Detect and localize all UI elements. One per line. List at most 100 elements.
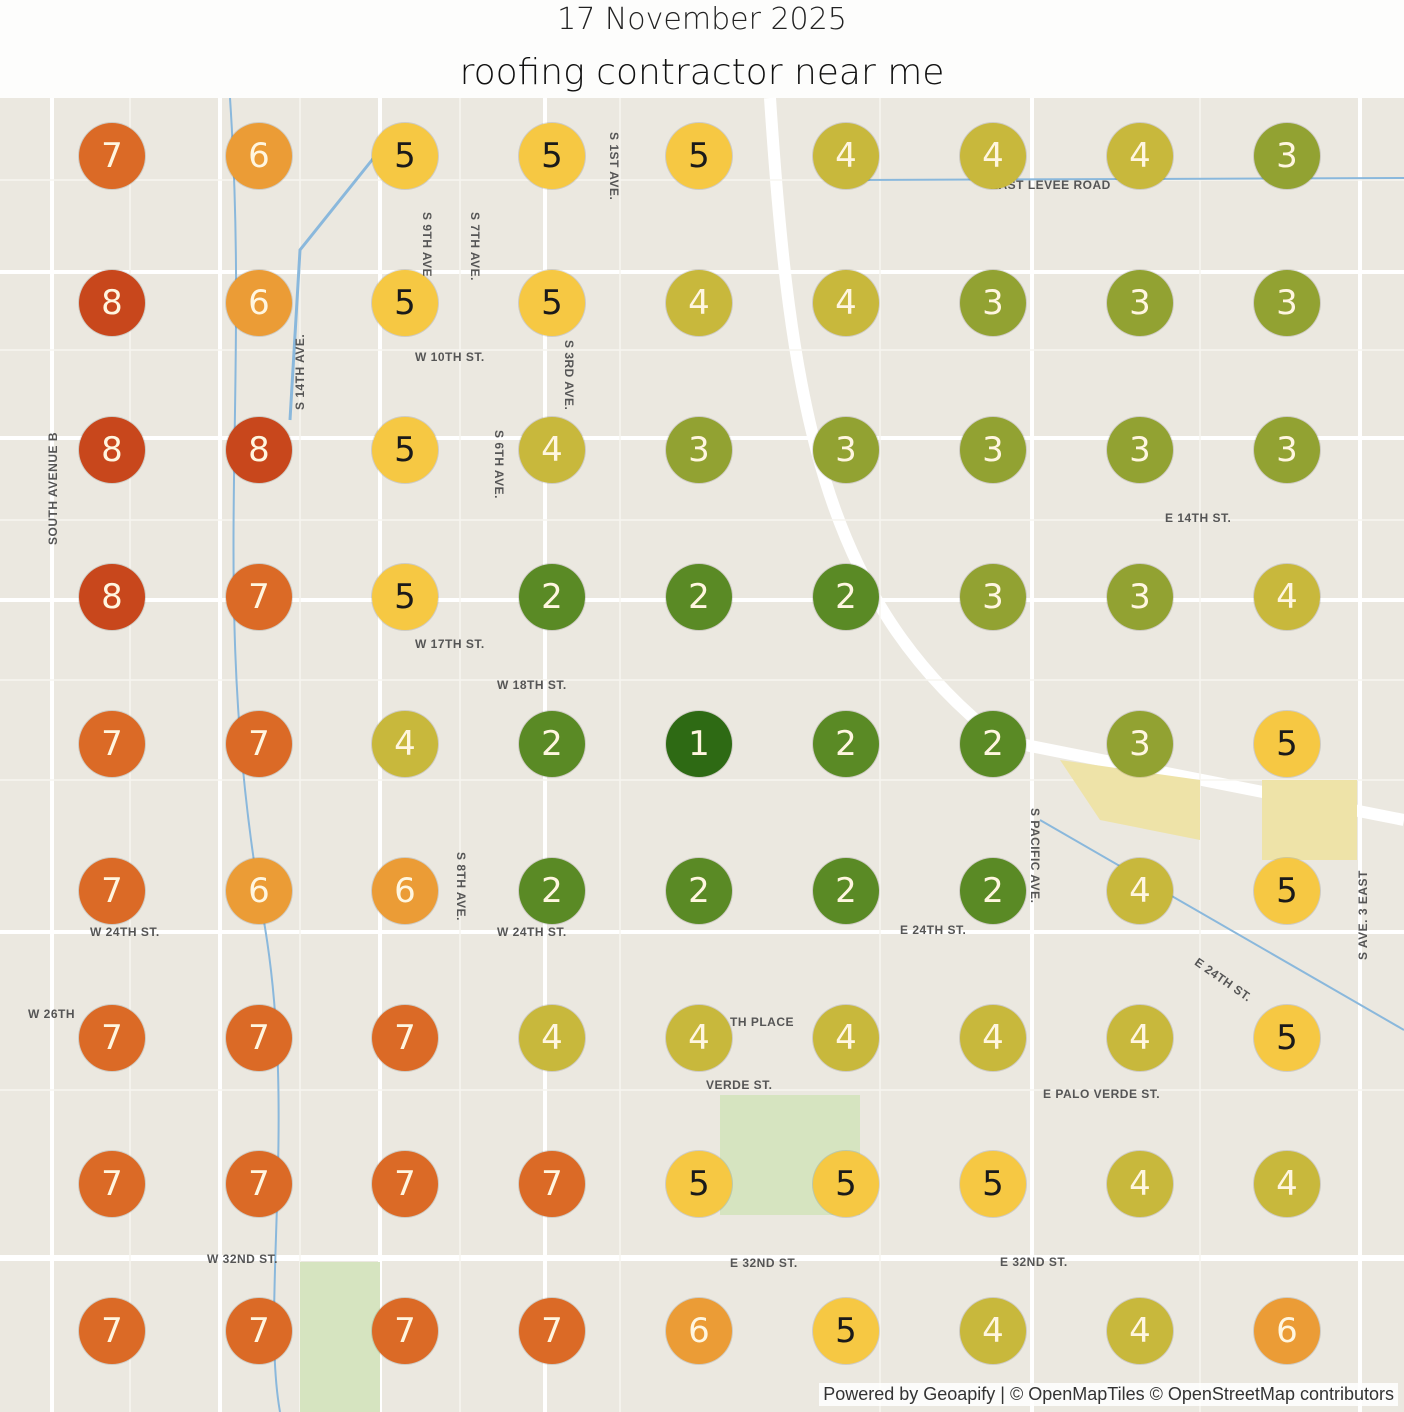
rank-marker[interactable]: 7 [519,1151,585,1217]
rank-marker[interactable]: 6 [226,858,292,924]
rank-marker[interactable]: 4 [1107,1298,1173,1364]
street-label: W 24TH ST. [90,925,160,939]
rank-marker[interactable]: 2 [960,711,1026,777]
street-label: S 1ST AVE. [607,132,621,201]
rank-marker[interactable]: 4 [813,1005,879,1071]
rank-marker[interactable]: 7 [79,1151,145,1217]
rank-marker[interactable]: 4 [666,270,732,336]
rank-marker[interactable]: 2 [666,564,732,630]
rank-marker[interactable]: 5 [519,270,585,336]
street-label: E 14TH ST. [1165,511,1232,525]
rank-marker[interactable]: 2 [519,711,585,777]
rank-marker[interactable]: 4 [372,711,438,777]
rank-marker[interactable]: 5 [372,270,438,336]
street-label: W 26TH [28,1007,76,1021]
rank-marker[interactable]: 5 [372,417,438,483]
street-label: EAST LEVEE ROAD [990,178,1111,192]
rank-marker[interactable]: 6 [226,270,292,336]
rank-marker[interactable]: 5 [372,123,438,189]
rank-marker[interactable]: 7 [226,1151,292,1217]
rank-marker[interactable]: 5 [1254,711,1320,777]
rank-marker[interactable]: 3 [960,564,1026,630]
rank-marker[interactable]: 7 [226,711,292,777]
rank-marker[interactable]: 4 [519,1005,585,1071]
rank-marker[interactable]: 4 [960,1298,1026,1364]
rank-marker[interactable]: 7 [79,1298,145,1364]
rank-marker[interactable]: 8 [79,417,145,483]
rank-marker[interactable]: 2 [519,564,585,630]
rank-marker[interactable]: 7 [519,1298,585,1364]
rank-marker[interactable]: 7 [372,1005,438,1071]
rank-marker[interactable]: 6 [1254,1298,1320,1364]
street-label: W 10TH ST. [415,350,485,364]
rank-marker[interactable]: 3 [813,417,879,483]
rank-marker[interactable]: 4 [666,1005,732,1071]
rank-marker[interactable]: 3 [1107,564,1173,630]
rank-marker[interactable]: 8 [79,564,145,630]
rank-marker[interactable]: 7 [79,711,145,777]
rank-marker[interactable]: 8 [79,270,145,336]
rank-marker[interactable]: 6 [666,1298,732,1364]
street-label: W 18TH ST. [497,678,567,692]
street-label: TH PLACE [730,1015,794,1029]
street-label: E 32ND ST. [730,1256,798,1270]
rank-marker[interactable]: 6 [372,858,438,924]
rank-marker[interactable]: 4 [960,1005,1026,1071]
rank-marker[interactable]: 3 [960,270,1026,336]
rank-marker[interactable]: 3 [1107,711,1173,777]
rank-marker[interactable]: 5 [372,564,438,630]
rank-marker[interactable]: 7 [226,1005,292,1071]
rank-marker[interactable]: 7 [226,1298,292,1364]
rank-marker[interactable]: 5 [519,123,585,189]
rank-marker[interactable]: 8 [226,417,292,483]
street-label: E 24TH ST. [900,923,967,937]
street-label: W 32ND ST. [207,1252,279,1266]
rank-marker[interactable]: 4 [813,270,879,336]
rank-marker[interactable]: 5 [960,1151,1026,1217]
rank-marker[interactable]: 5 [666,123,732,189]
rank-marker[interactable]: 7 [79,858,145,924]
rank-marker[interactable]: 5 [1254,858,1320,924]
rank-marker[interactable]: 4 [1107,1005,1173,1071]
rank-marker[interactable]: 3 [1254,270,1320,336]
rank-marker[interactable]: 7 [79,1005,145,1071]
map-attribution[interactable]: Powered by Geoapify | © OpenMapTiles © O… [819,1383,1398,1406]
rank-marker[interactable]: 7 [79,123,145,189]
rank-marker[interactable]: 4 [960,123,1026,189]
rank-marker[interactable]: 3 [1107,270,1173,336]
rank-marker[interactable]: 2 [813,858,879,924]
rank-marker[interactable]: 1 [666,711,732,777]
street-label: S 6TH AVE. [492,430,506,500]
rank-marker[interactable]: 3 [960,417,1026,483]
rank-marker[interactable]: 4 [1254,1151,1320,1217]
rank-marker[interactable]: 4 [1107,123,1173,189]
rank-marker[interactable]: 2 [666,858,732,924]
rank-marker[interactable]: 3 [666,417,732,483]
rank-marker[interactable]: 2 [960,858,1026,924]
street-label: S PACIFIC AVE. [1028,808,1042,904]
rank-marker[interactable]: 7 [372,1298,438,1364]
street-label: SOUTH AVENUE B [46,431,60,545]
rank-marker[interactable]: 4 [813,123,879,189]
street-label: E PALO VERDE ST. [1043,1087,1161,1101]
rank-marker[interactable]: 7 [372,1151,438,1217]
rank-marker[interactable]: 4 [1107,1151,1173,1217]
rank-marker[interactable]: 6 [226,123,292,189]
rank-marker[interactable]: 3 [1254,123,1320,189]
rank-marker[interactable]: 5 [813,1298,879,1364]
street-label: S 8TH AVE. [454,852,468,922]
rank-marker[interactable]: 4 [519,417,585,483]
rank-marker[interactable]: 2 [813,564,879,630]
rank-marker[interactable]: 4 [1107,858,1173,924]
rank-marker[interactable]: 2 [519,858,585,924]
street-label: E 32ND ST. [1000,1255,1068,1269]
rank-marker[interactable]: 7 [226,564,292,630]
rank-marker[interactable]: 5 [813,1151,879,1217]
rank-marker[interactable]: 3 [1254,417,1320,483]
rank-marker[interactable]: 3 [1107,417,1173,483]
rank-marker[interactable]: 5 [666,1151,732,1217]
search-keyword: roofing contractor near me [459,52,945,93]
rank-marker[interactable]: 4 [1254,564,1320,630]
rank-marker[interactable]: 5 [1254,1005,1320,1071]
rank-marker[interactable]: 2 [813,711,879,777]
